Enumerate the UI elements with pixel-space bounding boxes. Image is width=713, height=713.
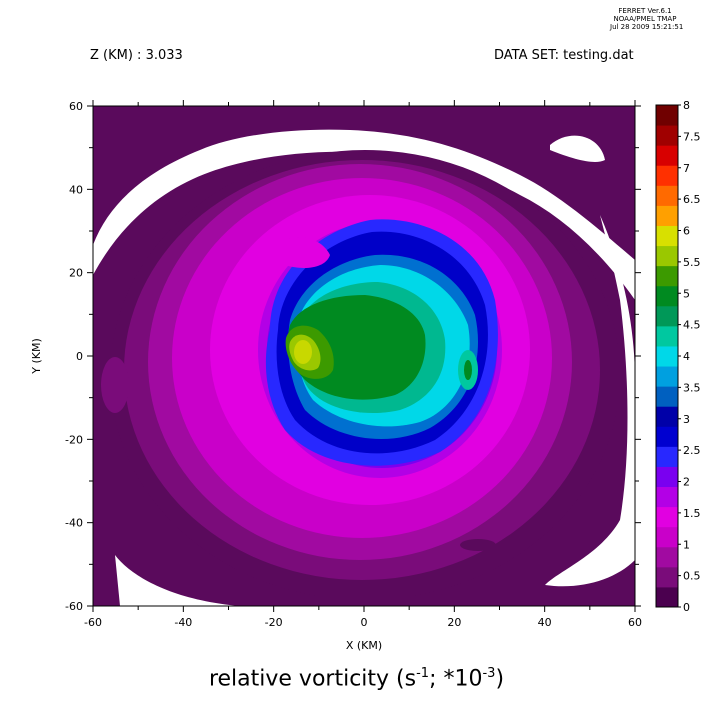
title-exponent-2: -3 bbox=[482, 666, 496, 681]
ferret-version: FERRET Ver.6.1 bbox=[618, 7, 672, 15]
x-tick-label: -40 bbox=[174, 616, 192, 629]
x-tick-label: 0 bbox=[361, 616, 368, 629]
y-tick-label: -20 bbox=[65, 433, 83, 446]
colorbar-swatch bbox=[656, 546, 678, 568]
colorbar-label: 0.5 bbox=[683, 570, 701, 583]
ferret-header: FERRET Ver.6.1 NOAA/PMEL TMAP Jul 28 200… bbox=[610, 7, 684, 31]
x-axis-label: X (KM) bbox=[346, 639, 382, 652]
colorbar-label: 0 bbox=[683, 601, 690, 614]
ferret-timestamp: Jul 28 2009 15:21:51 bbox=[610, 23, 684, 31]
x-tick-label: 40 bbox=[538, 616, 552, 629]
y-tick-label: 60 bbox=[69, 100, 83, 113]
colorbar-swatch bbox=[656, 325, 678, 347]
colorbar-swatch bbox=[656, 145, 678, 166]
x-tick-label: -60 bbox=[84, 616, 102, 629]
colorbar-swatch bbox=[656, 586, 678, 608]
colorbar-swatch bbox=[656, 245, 678, 267]
white-band-upper bbox=[93, 129, 635, 300]
y-tick-label: -60 bbox=[65, 600, 83, 613]
colorbar-swatch bbox=[656, 426, 678, 447]
colorbar-swatch bbox=[656, 566, 678, 588]
blob-bottom-dark bbox=[460, 539, 496, 551]
colorbar-swatch bbox=[656, 526, 678, 548]
title-main: relative vorticity (s bbox=[208, 666, 417, 692]
colorbar-label: 3.5 bbox=[683, 381, 701, 394]
colorbar-swatch bbox=[656, 406, 678, 427]
colorbar-label: 2 bbox=[683, 476, 690, 489]
colorbar-swatch bbox=[656, 506, 678, 528]
dataset-label: DATA SET: testing.dat bbox=[494, 48, 634, 63]
blob-right-green bbox=[464, 360, 472, 380]
colorbar-swatch bbox=[656, 366, 678, 387]
x-tick-label: 20 bbox=[447, 616, 461, 629]
colorbar-label: 8 bbox=[683, 99, 690, 112]
title-exponent-1: -1 bbox=[416, 666, 430, 681]
contour-max bbox=[294, 340, 312, 364]
colorbar-label: 7 bbox=[683, 162, 690, 175]
contour-field bbox=[93, 106, 635, 606]
colorbar-label: 4.5 bbox=[683, 319, 701, 332]
z-level-label: Z (KM) : 3.033 bbox=[90, 48, 183, 63]
colorbar-swatch bbox=[656, 486, 678, 508]
colorbar-label: 1.5 bbox=[683, 507, 701, 520]
colorbar-label: 4 bbox=[683, 350, 690, 363]
title-end: ) bbox=[495, 666, 505, 692]
white-band-lower bbox=[115, 555, 240, 606]
colorbar-label: 3 bbox=[683, 413, 690, 426]
colorbar-swatch bbox=[656, 225, 678, 247]
y-tick-label: 0 bbox=[76, 350, 83, 363]
colorbar-swatch bbox=[656, 446, 678, 467]
colorbar-swatch bbox=[656, 305, 678, 327]
colorbar-swatch bbox=[656, 386, 678, 407]
white-patch-topright bbox=[550, 135, 605, 162]
blob-left-dark bbox=[101, 357, 129, 413]
colorbar-swatch bbox=[656, 466, 678, 488]
title-mid: ; *10 bbox=[429, 666, 483, 692]
colorbar-swatch bbox=[656, 205, 678, 226]
y-tick-label: -40 bbox=[65, 517, 83, 530]
y-tick-label: 20 bbox=[69, 267, 83, 280]
plot-title: relative vorticity (s-1; *10-3) bbox=[0, 666, 713, 691]
colorbar-label: 6.5 bbox=[683, 193, 701, 206]
x-tick-label: 60 bbox=[628, 616, 642, 629]
colorbar-swatch bbox=[656, 185, 678, 206]
colorbar-label: 2.5 bbox=[683, 444, 701, 457]
colorbar-swatch bbox=[656, 265, 678, 287]
colorbar: 0 0.5 1 1.5 2 2.5 3 3.5 4 4.5 5 5.5 6 6.5 7 7.5 8 bbox=[655, 99, 701, 614]
colorbar-swatch bbox=[656, 165, 678, 186]
white-band-right bbox=[545, 215, 635, 587]
x-tick-label: -20 bbox=[265, 616, 283, 629]
colorbar-swatch bbox=[656, 105, 678, 126]
colorbar-label: 5.5 bbox=[683, 256, 701, 269]
y-axis-label: Y (KM) bbox=[30, 338, 43, 375]
colorbar-label: 7.5 bbox=[683, 130, 701, 143]
colorbar-swatch bbox=[656, 285, 678, 307]
arm-magenta bbox=[270, 237, 330, 268]
y-tick-label: 40 bbox=[69, 183, 83, 196]
colorbar-label: 6 bbox=[683, 225, 690, 238]
ferret-org: NOAA/PMEL TMAP bbox=[613, 15, 677, 23]
colorbar-swatch bbox=[656, 345, 678, 367]
colorbar-label: 1 bbox=[683, 538, 690, 551]
colorbar-label: 5 bbox=[683, 287, 690, 300]
colorbar-swatch bbox=[656, 125, 678, 146]
axes-group: -60 -40 -20 0 20 40 60 -60 -40 -20 0 20 40 60 bbox=[65, 100, 642, 629]
